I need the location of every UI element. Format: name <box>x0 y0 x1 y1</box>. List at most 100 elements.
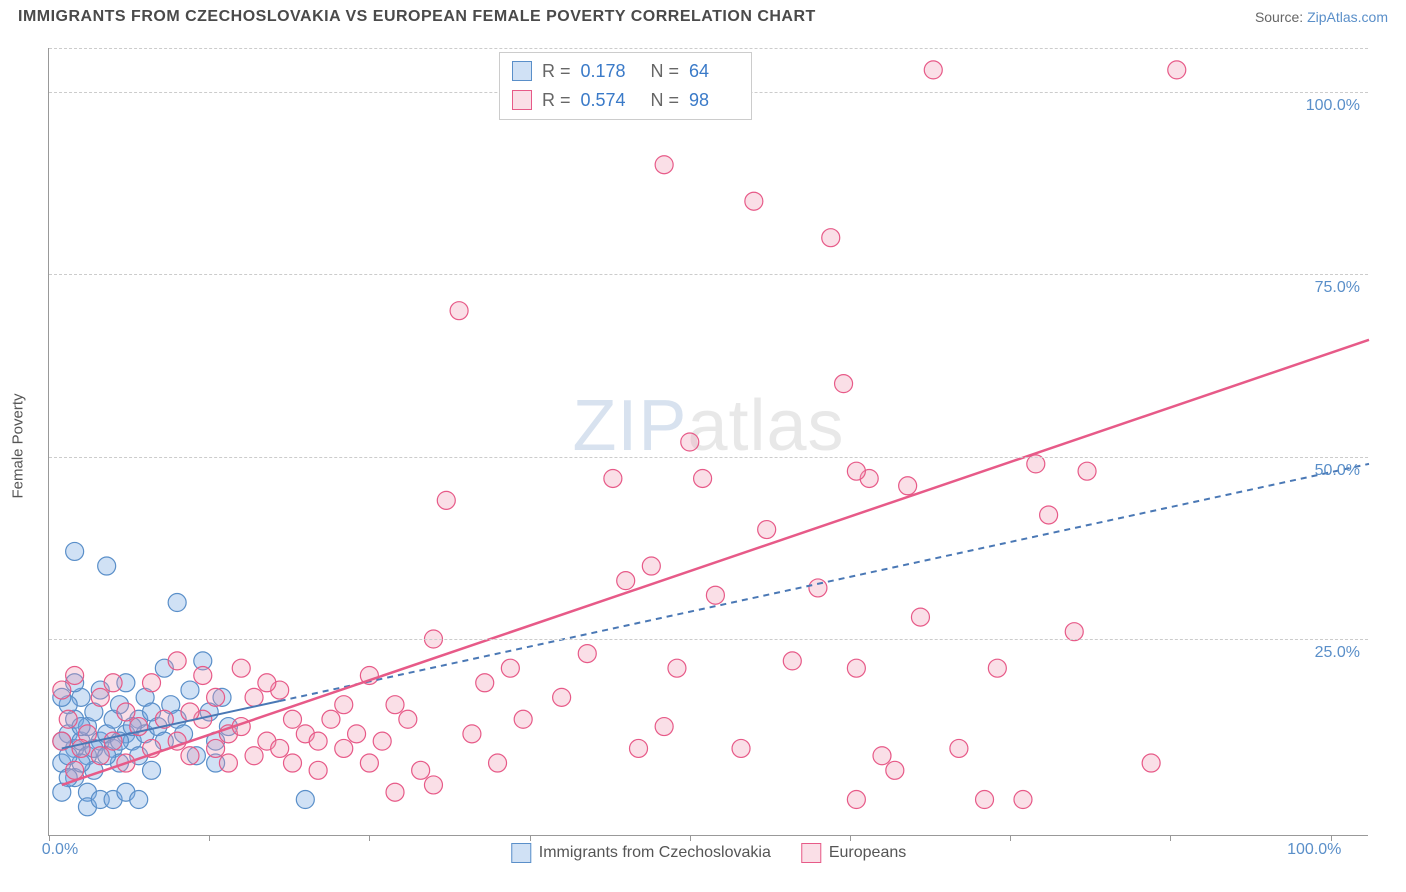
data-point-euro <box>245 747 263 765</box>
x-tick-mark <box>209 835 210 841</box>
x-tick-mark <box>369 835 370 841</box>
data-point-euro <box>988 659 1006 677</box>
data-point-euro <box>91 688 109 706</box>
data-point-euro <box>847 791 865 809</box>
data-point-euro <box>219 754 237 772</box>
data-point-euro <box>194 666 212 684</box>
regression-line-euro <box>62 340 1369 785</box>
data-point-euro <box>386 696 404 714</box>
r-value: 0.574 <box>581 86 631 115</box>
data-point-euro <box>360 754 378 772</box>
legend-item-czech: Immigrants from Czechoslovakia <box>511 843 771 863</box>
data-point-euro <box>617 572 635 590</box>
data-point-euro <box>1065 623 1083 641</box>
data-point-euro <box>476 674 494 692</box>
r-label: R = <box>542 86 571 115</box>
data-point-euro <box>437 491 455 509</box>
data-point-euro <box>335 696 353 714</box>
data-point-euro <box>809 579 827 597</box>
data-point-euro <box>489 754 507 772</box>
data-point-euro <box>822 229 840 247</box>
legend-swatch-euro-icon <box>801 843 821 863</box>
data-point-euro <box>899 477 917 495</box>
x-tick-mark <box>850 835 851 841</box>
data-point-euro <box>655 156 673 174</box>
n-value: 64 <box>689 57 739 86</box>
x-tick-label: 0.0% <box>42 841 78 859</box>
data-point-euro <box>59 710 77 728</box>
data-point-euro <box>424 776 442 794</box>
x-tick-label: 100.0% <box>1287 841 1341 859</box>
data-point-czech <box>98 557 116 575</box>
data-point-czech <box>181 681 199 699</box>
chart-area: ZIPatlas R = 0.178 N = 64R = 0.574 N = 9… <box>48 48 1368 836</box>
data-point-czech <box>53 783 71 801</box>
data-point-euro <box>950 739 968 757</box>
y-tick-label: 75.0% <box>1315 279 1360 297</box>
data-point-euro <box>322 710 340 728</box>
data-point-euro <box>681 433 699 451</box>
legend-label: Immigrants from Czechoslovakia <box>539 844 771 862</box>
y-tick-label: 50.0% <box>1315 462 1360 480</box>
data-point-euro <box>694 469 712 487</box>
data-point-euro <box>553 688 571 706</box>
data-point-euro <box>283 754 301 772</box>
x-tick-mark <box>1010 835 1011 841</box>
data-point-euro <box>604 469 622 487</box>
data-point-czech <box>296 791 314 809</box>
gridline <box>49 457 1368 458</box>
y-tick-label: 25.0% <box>1315 644 1360 662</box>
data-point-euro <box>758 521 776 539</box>
chart-title: IMMIGRANTS FROM CZECHOSLOVAKIA VS EUROPE… <box>18 8 816 26</box>
data-point-euro <box>117 703 135 721</box>
data-point-euro <box>1040 506 1058 524</box>
data-point-euro <box>373 732 391 750</box>
source-link[interactable]: ZipAtlas.com <box>1307 9 1388 25</box>
data-point-euro <box>258 674 276 692</box>
source-credit: Source: ZipAtlas.com <box>1255 9 1388 25</box>
data-point-euro <box>104 732 122 750</box>
data-point-euro <box>399 710 417 728</box>
swatch-euro-icon <box>512 90 532 110</box>
data-point-euro <box>450 302 468 320</box>
data-point-euro <box>642 557 660 575</box>
x-tick-mark <box>530 835 531 841</box>
data-point-euro <box>309 732 327 750</box>
data-point-euro <box>847 462 865 480</box>
data-point-euro <box>911 608 929 626</box>
data-point-euro <box>207 688 225 706</box>
r-label: R = <box>542 57 571 86</box>
data-point-euro <box>668 659 686 677</box>
y-tick-label: 100.0% <box>1306 97 1360 115</box>
data-point-euro <box>309 761 327 779</box>
data-point-euro <box>1014 791 1032 809</box>
n-label: N = <box>641 57 680 86</box>
data-point-euro <box>104 674 122 692</box>
data-point-euro <box>873 747 891 765</box>
data-point-euro <box>1078 462 1096 480</box>
data-point-euro <box>168 652 186 670</box>
x-tick-mark <box>1170 835 1171 841</box>
data-point-euro <box>181 747 199 765</box>
legend-swatch-czech-icon <box>511 843 531 863</box>
gridline <box>49 639 1368 640</box>
data-point-euro <box>783 652 801 670</box>
data-point-euro <box>745 192 763 210</box>
data-point-euro <box>1142 754 1160 772</box>
stats-legend-box: R = 0.178 N = 64R = 0.574 N = 98 <box>499 52 752 120</box>
legend-item-euro: Europeans <box>801 843 906 863</box>
source-prefix: Source: <box>1255 9 1307 25</box>
data-point-euro <box>706 586 724 604</box>
data-point-euro <box>232 659 250 677</box>
data-point-euro <box>271 739 289 757</box>
swatch-czech-icon <box>512 61 532 81</box>
data-point-euro <box>630 739 648 757</box>
data-point-euro <box>1168 61 1186 79</box>
data-point-euro <box>732 739 750 757</box>
data-point-euro <box>348 725 366 743</box>
data-point-czech <box>130 791 148 809</box>
data-point-czech <box>168 594 186 612</box>
data-point-euro <box>335 739 353 757</box>
data-point-euro <box>91 747 109 765</box>
data-point-euro <box>412 761 430 779</box>
